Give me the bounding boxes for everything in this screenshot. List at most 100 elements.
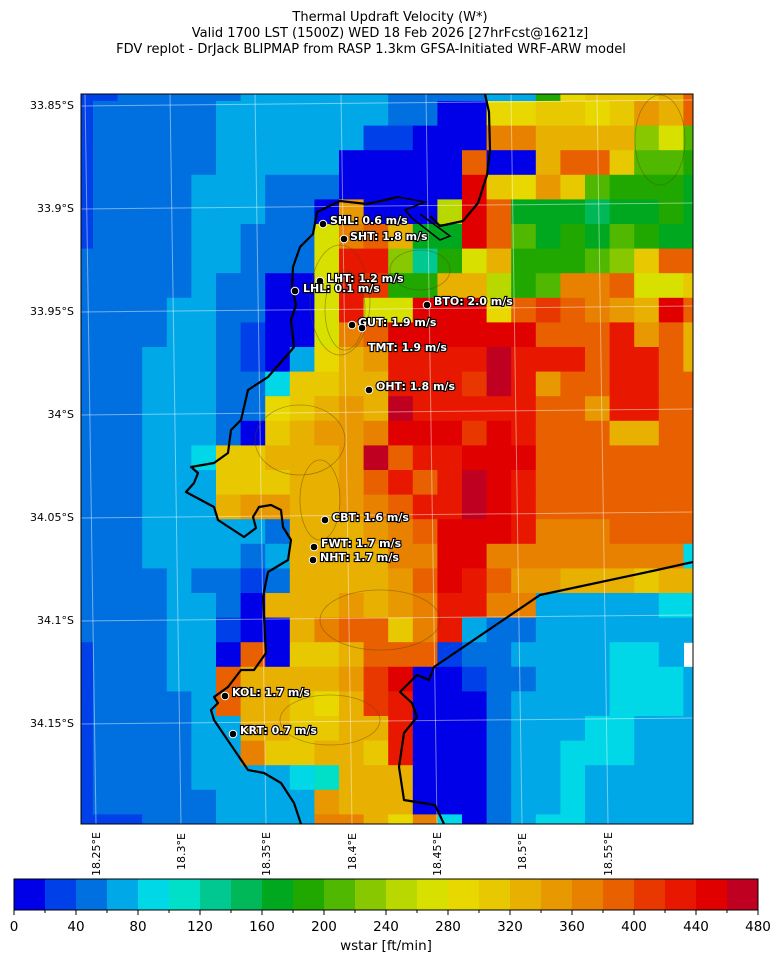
y-tick-label: 34°S xyxy=(48,408,74,421)
heatmap-cell xyxy=(191,101,217,127)
heatmap-cell xyxy=(412,347,438,373)
heatmap-cell xyxy=(81,593,94,619)
heatmap-cell xyxy=(142,593,168,619)
heatmap-cell xyxy=(486,94,512,102)
heatmap-cell xyxy=(634,248,660,274)
colorbar-bin xyxy=(510,879,542,910)
heatmap-cell xyxy=(81,470,94,496)
longitude-line xyxy=(596,94,609,824)
heatmap-cell xyxy=(117,666,143,692)
heatmap-cell xyxy=(289,347,315,373)
heatmap-cell xyxy=(265,765,291,791)
heatmap-cell xyxy=(462,593,488,619)
heatmap-cell xyxy=(486,174,512,200)
heatmap-cell xyxy=(683,445,693,471)
heatmap-cell xyxy=(609,814,635,824)
heatmap-cell xyxy=(388,396,414,422)
heatmap-cell xyxy=(634,396,660,422)
heatmap-cell xyxy=(486,371,512,397)
heatmap-cell xyxy=(142,224,168,250)
heatmap-cell xyxy=(191,224,217,250)
heatmap-cell xyxy=(388,470,414,496)
heatmap-cell xyxy=(216,593,242,619)
heatmap-cell xyxy=(658,150,684,176)
heatmap-cell xyxy=(683,814,693,824)
heatmap-cell xyxy=(683,593,693,619)
heatmap-cell xyxy=(609,420,635,446)
heatmap-cell xyxy=(437,101,463,127)
heatmap-cell xyxy=(535,445,561,471)
latitude-line xyxy=(81,408,693,416)
heatmap-cell xyxy=(658,101,684,127)
heatmap-cell xyxy=(462,347,488,373)
heatmap-cell xyxy=(289,494,315,520)
heatmap-cell xyxy=(511,101,537,127)
heatmap-cell xyxy=(363,543,389,569)
heatmap-cell xyxy=(511,543,537,569)
heatmap-cell xyxy=(388,642,414,668)
longitude-line xyxy=(169,94,182,824)
heatmap-cell xyxy=(142,716,168,742)
heatmap-cell xyxy=(535,371,561,397)
heatmap-cell xyxy=(511,371,537,397)
heatmap-cell xyxy=(93,740,119,766)
station-marker-icon xyxy=(228,729,238,739)
heatmap-cell xyxy=(363,125,389,151)
heatmap-cell xyxy=(412,593,438,619)
heatmap-cell xyxy=(634,273,660,299)
heatmap-cell xyxy=(142,740,168,766)
heatmap-cell xyxy=(535,420,561,446)
station-marker-icon xyxy=(320,515,330,525)
heatmap-cell xyxy=(535,94,561,102)
heatmap-cell xyxy=(166,445,192,471)
heatmap-cell xyxy=(314,642,340,668)
heatmap-cell xyxy=(166,347,192,373)
y-tick-label: 34.15°S xyxy=(30,717,74,730)
heatmap-cell xyxy=(339,494,365,520)
colorbar-bin xyxy=(355,879,387,910)
heatmap-cell xyxy=(412,470,438,496)
heatmap-cell xyxy=(142,420,168,446)
heatmap-cell xyxy=(511,445,537,471)
heatmap-cell xyxy=(117,543,143,569)
heatmap-cell xyxy=(511,789,537,815)
heatmap-cell xyxy=(535,617,561,643)
heatmap-cell xyxy=(166,642,192,668)
heatmap-cell xyxy=(658,691,684,717)
heatmap-cell xyxy=(81,691,94,717)
colorbar-bin xyxy=(169,879,201,910)
heatmap-cell xyxy=(585,617,611,643)
heatmap-cell xyxy=(339,740,365,766)
heatmap-cell xyxy=(339,125,365,151)
heatmap-cell xyxy=(117,125,143,151)
heatmap-cell xyxy=(535,199,561,225)
heatmap-cell xyxy=(412,494,438,520)
heatmap-cell xyxy=(216,765,242,791)
heatmap-cell xyxy=(314,691,340,717)
heatmap-cell xyxy=(412,617,438,643)
heatmap-cell xyxy=(658,789,684,815)
heatmap-cell xyxy=(683,691,693,717)
heatmap-cell xyxy=(363,224,389,250)
heatmap-cell xyxy=(658,740,684,766)
heatmap-cell xyxy=(683,617,693,643)
heatmap-cell xyxy=(191,765,217,791)
heatmap-cell xyxy=(166,666,192,692)
heatmap-cell xyxy=(462,445,488,471)
heatmap-cell xyxy=(535,593,561,619)
heatmap-cell xyxy=(314,224,340,250)
heatmap-cell xyxy=(339,716,365,742)
station-label: CBT: 1.6 m/s xyxy=(332,511,409,524)
heatmap-cell xyxy=(486,519,512,545)
heatmap-cell xyxy=(142,494,168,520)
heatmap-cell xyxy=(216,94,242,102)
heatmap-cell xyxy=(683,716,693,742)
heatmap-cell xyxy=(560,691,586,717)
heatmap-cell xyxy=(437,150,463,176)
heatmap-cell xyxy=(658,716,684,742)
heatmap-cell xyxy=(609,494,635,520)
heatmap-cell xyxy=(240,519,266,545)
heatmap-cell xyxy=(560,199,586,225)
heatmap-cell xyxy=(486,101,512,127)
heatmap-cell xyxy=(609,371,635,397)
